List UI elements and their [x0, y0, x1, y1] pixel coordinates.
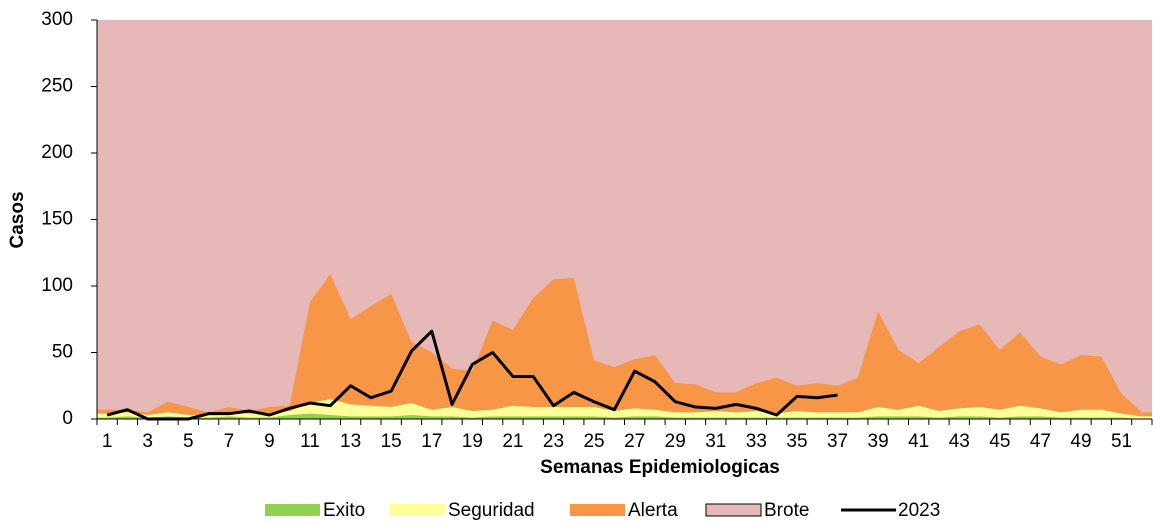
x-tick-label: 37: [827, 431, 848, 452]
x-tick-label: 19: [462, 431, 483, 452]
y-tick-label: 200: [41, 142, 73, 163]
x-tick-label: 13: [340, 431, 361, 452]
x-tick-label: 45: [989, 431, 1010, 452]
x-axis-title: Semanas Epidemiologicas: [540, 457, 780, 478]
legend-label: Alerta: [628, 500, 678, 521]
x-tick-label: 11: [300, 431, 320, 452]
x-tick-label: 5: [183, 431, 194, 452]
x-tick-label: 23: [543, 431, 564, 452]
legend-label: 2023: [898, 500, 940, 521]
x-tick-label: 47: [1030, 431, 1051, 452]
x-tick-label: 43: [949, 431, 970, 452]
legend-label: Seguridad: [448, 500, 535, 521]
x-tick-label: 51: [1111, 431, 1132, 452]
x-tick-label: 15: [381, 431, 402, 452]
y-tick-label: 0: [62, 408, 73, 429]
x-tick-label: 25: [583, 431, 604, 452]
legend-swatch: [705, 503, 762, 517]
x-tick-label: 7: [224, 431, 235, 452]
line: [106, 329, 838, 421]
x-tick-label: 29: [665, 431, 686, 452]
legend-label: Exito: [323, 500, 365, 521]
x-tick-label: 17: [421, 431, 442, 452]
x-tick-label: 27: [624, 431, 645, 452]
x-tick-label: 35: [786, 431, 807, 452]
x-tick-label: 39: [868, 431, 889, 452]
y-tick-label: 150: [41, 209, 73, 230]
x-tick-label: 41: [908, 431, 929, 452]
y-tick-label: 100: [41, 275, 73, 296]
y-tick-label: 250: [41, 76, 73, 97]
legend-swatch: [265, 504, 320, 516]
x-tick-label: 1: [102, 431, 113, 452]
legend-label: Brote: [764, 500, 809, 521]
x-tick-label: 9: [264, 431, 275, 452]
x-tick-label: 33: [746, 431, 767, 452]
y-axis-title: Casos: [7, 191, 28, 248]
area-3: [97, 413, 1152, 419]
x-tick-label: 49: [1070, 431, 1091, 452]
legend-swatch: [570, 504, 625, 516]
x-tick-label: 31: [705, 431, 726, 452]
y-tick-label: 300: [41, 9, 73, 30]
legend-swatch: [390, 504, 445, 516]
area-1: [97, 274, 1152, 419]
y-tick-label: 50: [52, 342, 73, 363]
x-tick-label: 3: [142, 431, 153, 452]
x-tick-label: 21: [502, 431, 523, 452]
area-2: [97, 399, 1152, 419]
